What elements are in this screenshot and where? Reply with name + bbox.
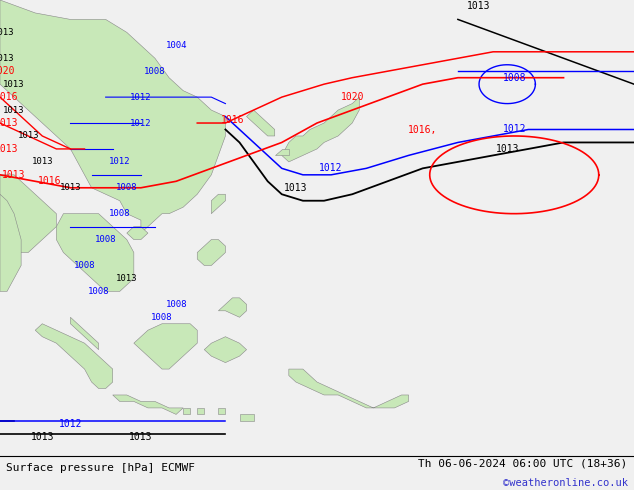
Text: 1013: 1013 bbox=[284, 183, 307, 193]
Text: 1012: 1012 bbox=[130, 93, 152, 101]
Text: 1008: 1008 bbox=[144, 67, 165, 76]
Text: ©weatheronline.co.uk: ©weatheronline.co.uk bbox=[503, 478, 628, 489]
Polygon shape bbox=[275, 149, 289, 155]
Polygon shape bbox=[0, 0, 226, 233]
Polygon shape bbox=[281, 97, 359, 162]
Text: 1008: 1008 bbox=[152, 313, 173, 322]
Text: 1013: 1013 bbox=[0, 54, 15, 63]
Text: 1013: 1013 bbox=[129, 432, 153, 442]
Text: 1008: 1008 bbox=[95, 235, 117, 244]
Text: 1013: 1013 bbox=[32, 157, 53, 167]
Text: 1008: 1008 bbox=[503, 73, 526, 83]
Polygon shape bbox=[70, 318, 99, 350]
Text: 1004: 1004 bbox=[165, 41, 187, 50]
Polygon shape bbox=[0, 194, 21, 292]
Text: 1008: 1008 bbox=[165, 300, 187, 309]
Text: 1016: 1016 bbox=[37, 176, 61, 186]
Text: 1013: 1013 bbox=[30, 432, 54, 442]
Text: 1016: 1016 bbox=[221, 115, 244, 125]
Text: Surface pressure [hPa] ECMWF: Surface pressure [hPa] ECMWF bbox=[6, 463, 195, 473]
Text: 1013: 1013 bbox=[0, 28, 15, 37]
Text: 1012: 1012 bbox=[130, 119, 152, 127]
Polygon shape bbox=[204, 337, 247, 363]
Text: 1020: 1020 bbox=[340, 92, 364, 102]
Polygon shape bbox=[218, 408, 226, 415]
Text: 1013: 1013 bbox=[0, 118, 19, 128]
Text: 1013: 1013 bbox=[495, 144, 519, 154]
Text: 1013: 1013 bbox=[3, 105, 25, 115]
Text: 1012: 1012 bbox=[59, 419, 82, 429]
Polygon shape bbox=[211, 194, 226, 214]
Text: 1012: 1012 bbox=[503, 124, 526, 134]
Text: Th 06-06-2024 06:00 UTC (18+36): Th 06-06-2024 06:00 UTC (18+36) bbox=[418, 459, 628, 468]
Polygon shape bbox=[247, 110, 275, 136]
Polygon shape bbox=[183, 408, 190, 415]
Text: 1013: 1013 bbox=[0, 144, 19, 154]
Text: 1008: 1008 bbox=[74, 261, 95, 270]
Text: 1016,: 1016, bbox=[408, 124, 437, 134]
Polygon shape bbox=[36, 324, 113, 389]
Text: 1008: 1008 bbox=[109, 209, 131, 218]
Polygon shape bbox=[127, 226, 148, 240]
Text: 1008: 1008 bbox=[88, 287, 110, 296]
Text: 1016: 1016 bbox=[0, 92, 19, 102]
Text: 1008: 1008 bbox=[116, 183, 138, 192]
Text: 1012: 1012 bbox=[320, 163, 343, 173]
Polygon shape bbox=[197, 408, 204, 415]
Text: 1020: 1020 bbox=[0, 66, 15, 76]
Text: 1013: 1013 bbox=[467, 1, 491, 11]
Text: 1013: 1013 bbox=[3, 80, 25, 89]
Polygon shape bbox=[134, 324, 197, 369]
Polygon shape bbox=[240, 415, 254, 421]
Text: 1012: 1012 bbox=[109, 157, 131, 167]
Text: 1013: 1013 bbox=[3, 170, 26, 180]
Polygon shape bbox=[56, 214, 134, 292]
Polygon shape bbox=[113, 395, 183, 415]
Text: 1013: 1013 bbox=[17, 131, 39, 141]
Text: 1013: 1013 bbox=[116, 274, 138, 283]
Polygon shape bbox=[289, 369, 408, 408]
Polygon shape bbox=[218, 298, 247, 318]
Polygon shape bbox=[0, 175, 56, 252]
Polygon shape bbox=[197, 240, 226, 266]
Text: 1013: 1013 bbox=[60, 183, 81, 192]
